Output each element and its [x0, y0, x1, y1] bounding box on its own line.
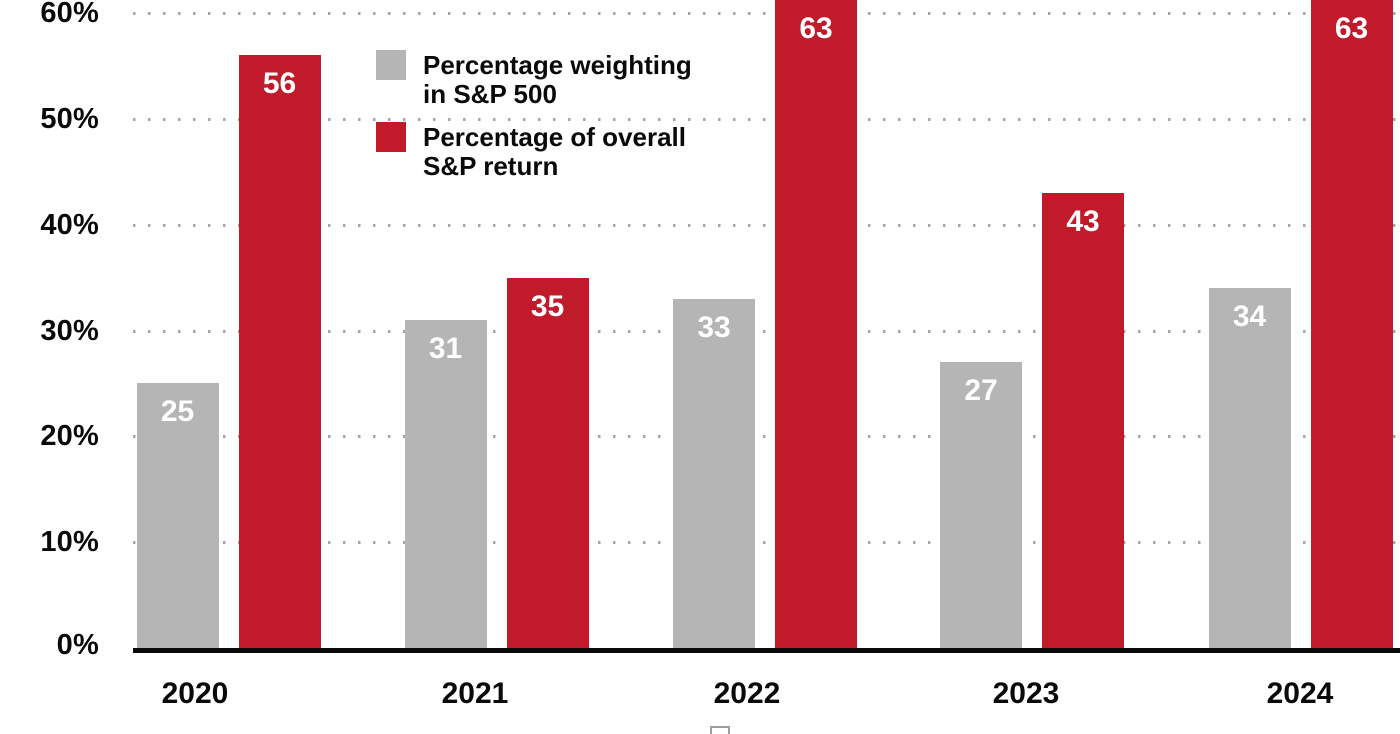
- y-axis-tick-label: 30%: [40, 314, 99, 347]
- bar-return-2024: [1310, 0, 1393, 648]
- legend-swatch-icon: [376, 50, 406, 80]
- gridline-30pct: [133, 329, 1400, 333]
- bar-weighting-2022: [673, 298, 755, 648]
- bar-weighting-2020: [136, 383, 219, 648]
- y-axis-tick-label: 20%: [40, 420, 99, 453]
- bar-value-label: 34: [1232, 300, 1267, 334]
- bar-value-label: 25: [160, 395, 195, 429]
- y-axis-tick-label: 50%: [40, 102, 99, 135]
- legend-label: Percentage of overall S&P return: [423, 122, 686, 181]
- x-axis-tick-label-2023: 2023: [992, 677, 1060, 710]
- legend-swatch-icon: [376, 122, 406, 152]
- y-axis-tick-label: 60%: [40, 0, 99, 29]
- bar-value-label: 63: [1334, 12, 1369, 45]
- cropped-artifact-box: [710, 726, 730, 734]
- gridline-10pct: [133, 541, 1400, 545]
- y-axis-tick-label: 10%: [40, 526, 99, 559]
- bar-value-label: 27: [964, 374, 998, 408]
- x-axis-tick-label-2024: 2024: [1266, 677, 1334, 710]
- x-axis-tick-label-2021: 2021: [441, 677, 509, 710]
- bar-value-label: 63: [799, 12, 833, 45]
- legend: Percentage weighting in S&P 500 Percentag…: [376, 50, 692, 181]
- bar-value-label: 35: [530, 289, 565, 323]
- legend-item-weighting: Percentage weighting in S&P 500: [376, 50, 692, 109]
- gridline-50pct: [133, 117, 1400, 121]
- bar-value-label: 56: [262, 67, 297, 101]
- y-axis-tick-label: 40%: [40, 208, 99, 241]
- bar-weighting-2024: [1208, 288, 1291, 648]
- bar-return-2023: [1042, 192, 1124, 648]
- x-axis-line: [133, 648, 1400, 653]
- bar-weighting-2023: [940, 362, 1022, 648]
- bar-value-label: 43: [1066, 204, 1100, 238]
- x-axis-tick-label-2020: 2020: [161, 677, 229, 710]
- x-axis-tick-label-2022: 2022: [713, 677, 781, 710]
- legend-item-return: Percentage of overall S&P return: [376, 122, 692, 181]
- bar-return-2020: [238, 55, 321, 648]
- y-axis-tick-label: 0%: [56, 629, 99, 661]
- bar-value-label: 33: [697, 310, 731, 344]
- bar-return-2021: [506, 277, 589, 648]
- bar-value-label: 31: [428, 331, 463, 365]
- bar-return-2022: [775, 0, 857, 648]
- gridline-40pct: [133, 223, 1400, 227]
- gridline-60pct: [133, 12, 1400, 15]
- gridline-20pct: [133, 435, 1400, 439]
- legend-label: Percentage weighting in S&P 500: [423, 50, 692, 109]
- bar-weighting-2021: [404, 319, 487, 648]
